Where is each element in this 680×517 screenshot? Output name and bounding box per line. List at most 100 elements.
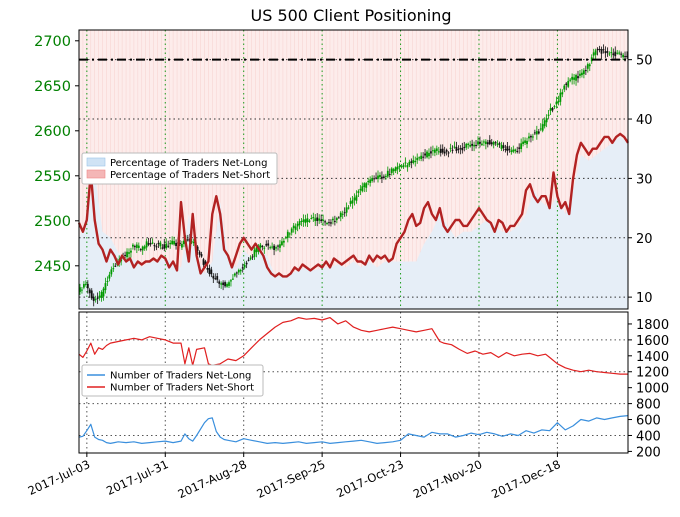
- candle-body: [498, 143, 501, 145]
- candle-body: [463, 146, 466, 148]
- candle-body: [255, 247, 258, 253]
- sentiment-tick-label: 50: [636, 54, 653, 69]
- candle-body: [475, 144, 477, 147]
- candle-body: [81, 289, 83, 291]
- count-tick-label: 200: [636, 445, 661, 460]
- chart-title: US 500 Client Positioning: [250, 6, 451, 25]
- candle-body: [200, 254, 203, 257]
- candle-body: [577, 76, 579, 79]
- candle-body: [237, 269, 240, 273]
- candle-body: [581, 72, 583, 76]
- candle-body: [110, 269, 113, 275]
- candle-body: [214, 278, 217, 280]
- candle-body: [308, 220, 311, 222]
- candle-body: [333, 220, 336, 222]
- price-tick-label: 2650: [34, 79, 71, 95]
- candle-body: [539, 128, 542, 130]
- candle-body: [553, 106, 556, 108]
- candle-body: [332, 218, 334, 221]
- candle-body: [373, 178, 375, 180]
- candle-body: [224, 282, 226, 287]
- candle-body: [526, 140, 528, 145]
- bottom-legend-box: [81, 364, 264, 397]
- candle-body: [357, 191, 360, 193]
- candle-body: [586, 64, 589, 69]
- candle-body: [563, 85, 566, 90]
- candle-body: [420, 155, 423, 159]
- candle-body: [90, 290, 93, 299]
- candle-body: [300, 220, 303, 222]
- candle-body: [622, 54, 624, 58]
- candle-body: [218, 281, 221, 284]
- candle-body: [400, 166, 403, 168]
- candle-body: [390, 168, 393, 173]
- candle-body: [341, 213, 344, 215]
- candle-body: [151, 242, 154, 244]
- candle-body: [269, 247, 272, 249]
- candle-body: [157, 243, 160, 245]
- candle-body: [386, 170, 389, 177]
- candle-body: [496, 143, 499, 146]
- candle-body: [296, 223, 299, 227]
- candle-body: [469, 144, 472, 147]
- candle-body: [561, 92, 564, 95]
- candle-body: [310, 218, 313, 220]
- candle-body: [114, 265, 117, 267]
- candle-body: [514, 149, 517, 152]
- candle-body: [349, 201, 352, 205]
- count-tick-label: 1400: [636, 350, 669, 365]
- candle-body: [261, 245, 264, 247]
- candle-body: [518, 147, 521, 149]
- candle-body: [541, 124, 544, 131]
- candle-body: [141, 246, 144, 251]
- candle-body: [433, 149, 436, 153]
- top-legend-box: [81, 152, 278, 185]
- candle-body: [190, 241, 193, 243]
- candle-body: [84, 283, 87, 285]
- candle-body: [92, 296, 95, 301]
- candle-body: [226, 283, 228, 287]
- candle-body: [104, 283, 107, 291]
- candle-body: [522, 141, 525, 144]
- net-long-count-line: [78, 415, 629, 444]
- candle-body: [492, 142, 495, 145]
- candle-body: [375, 177, 377, 179]
- candle-body: [108, 274, 111, 279]
- candle-body: [335, 218, 338, 221]
- candle-body: [471, 143, 474, 146]
- candle-body: [388, 173, 391, 175]
- x-tick-label: 2017-Aug-28: [176, 457, 249, 501]
- candle-body: [612, 53, 615, 56]
- candle-body: [618, 52, 621, 54]
- count-tick-label: 1600: [636, 334, 669, 349]
- price-tick-label: 2500: [34, 214, 71, 230]
- candle-body: [445, 149, 448, 152]
- candle-body: [271, 246, 274, 248]
- candle-body: [306, 218, 309, 223]
- candle-body: [396, 166, 399, 170]
- candle-body: [488, 140, 491, 145]
- sentiment-tick-label: 10: [636, 291, 653, 306]
- candle-body: [202, 259, 205, 265]
- candle-body: [83, 284, 85, 288]
- candle-body: [235, 272, 238, 274]
- candle-body: [549, 108, 552, 111]
- net-long-area: [79, 136, 628, 309]
- candle-body: [167, 245, 170, 247]
- candle-body: [437, 151, 440, 153]
- candle-body: [508, 148, 511, 150]
- candle-body: [326, 222, 328, 225]
- candle-body: [447, 152, 450, 154]
- candle-body: [245, 262, 248, 265]
- candle-body: [94, 299, 97, 301]
- candle-body: [263, 247, 266, 249]
- candle-body: [569, 79, 572, 81]
- candle-body: [251, 256, 254, 258]
- candle-body: [598, 49, 601, 51]
- candle-body: [298, 221, 301, 226]
- candle-body: [292, 225, 295, 229]
- candle-body: [414, 160, 417, 162]
- sentiment-tick-label: 40: [636, 113, 653, 128]
- candle-body: [347, 207, 350, 209]
